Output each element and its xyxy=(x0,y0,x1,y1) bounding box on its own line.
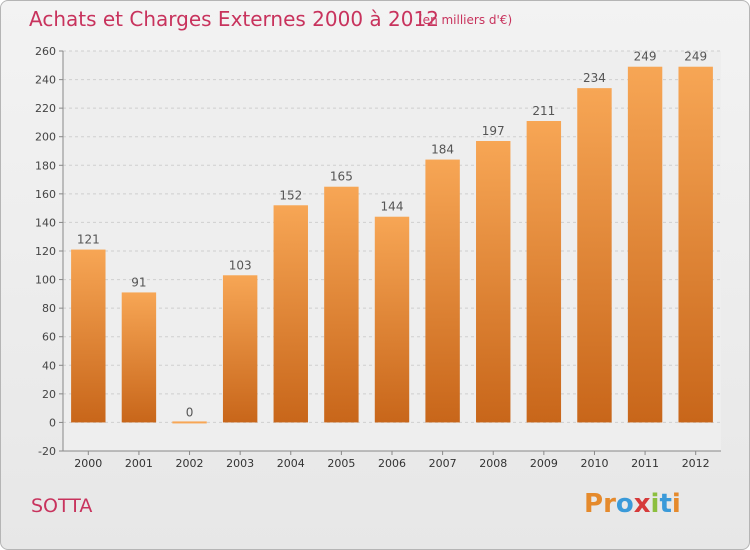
x-tick-label: 2007 xyxy=(429,457,457,470)
bar xyxy=(678,66,713,423)
value-label: 197 xyxy=(482,124,505,138)
y-tick-label: 220 xyxy=(35,102,56,115)
bar xyxy=(222,275,258,423)
y-tick-label: 200 xyxy=(35,131,56,144)
bar xyxy=(374,216,410,423)
bar xyxy=(71,249,106,423)
bar xyxy=(121,292,157,423)
proxiti-logo: Proxiti xyxy=(584,489,681,519)
x-tick-label: 2009 xyxy=(530,457,558,470)
logo-letter: i xyxy=(650,489,660,519)
x-tick-label: 2001 xyxy=(125,457,153,470)
y-tick-label: 60 xyxy=(42,331,56,344)
y-tick-label: 100 xyxy=(35,274,56,287)
value-label: 103 xyxy=(229,258,252,272)
bar xyxy=(324,186,359,423)
commune-name: SOTTA xyxy=(31,495,93,517)
value-label: 234 xyxy=(583,71,606,85)
x-tick-label: 2005 xyxy=(327,457,355,470)
y-tick-label: -20 xyxy=(38,445,56,458)
logo-letter: i xyxy=(671,489,681,519)
chart-subtitle: (en milliers d'€) xyxy=(418,13,513,27)
bar xyxy=(627,66,663,423)
bar xyxy=(577,88,612,423)
bar xyxy=(273,205,308,423)
logo-letter: t xyxy=(659,489,672,519)
x-tick-label: 2008 xyxy=(479,457,507,470)
x-tick-label: 2002 xyxy=(176,457,204,470)
y-tick-label: 80 xyxy=(42,302,56,315)
y-tick-label: 40 xyxy=(42,359,56,372)
x-tick-label: 2000 xyxy=(74,457,102,470)
logo-letter: P xyxy=(584,489,604,519)
value-label: 0 xyxy=(186,405,194,419)
y-tick-label: 140 xyxy=(35,216,56,229)
y-tick-label: 0 xyxy=(49,416,56,429)
value-label: 165 xyxy=(330,170,353,184)
value-label: 249 xyxy=(634,50,657,64)
x-tick-label: 2006 xyxy=(378,457,406,470)
y-tick-label: 20 xyxy=(42,388,56,401)
y-tick-label: 180 xyxy=(35,159,56,172)
y-tick-label: 160 xyxy=(35,188,56,201)
value-label: 121 xyxy=(77,233,100,247)
bar xyxy=(425,159,460,423)
y-tick-label: 240 xyxy=(35,74,56,87)
value-label: 184 xyxy=(431,143,454,157)
x-tick-label: 2004 xyxy=(277,457,305,470)
bar xyxy=(172,421,207,424)
x-tick-label: 2003 xyxy=(226,457,254,470)
bar xyxy=(526,121,562,423)
bar xyxy=(476,141,511,423)
value-label: 91 xyxy=(131,275,146,289)
y-tick-label: 260 xyxy=(35,45,56,58)
x-tick-label: 2012 xyxy=(682,457,710,470)
value-label: 144 xyxy=(381,200,404,214)
logo-letter: r xyxy=(603,489,616,519)
x-tick-label: 2011 xyxy=(631,457,659,470)
logo-letter: x xyxy=(633,489,651,519)
value-label: 211 xyxy=(532,104,555,118)
chart-title: Achats et Charges Externes 2000 à 2012 xyxy=(29,7,439,31)
logo-letter: o xyxy=(615,489,634,519)
value-label: 249 xyxy=(684,50,707,64)
y-tick-label: 120 xyxy=(35,245,56,258)
x-tick-label: 2010 xyxy=(580,457,608,470)
value-label: 152 xyxy=(279,188,302,202)
